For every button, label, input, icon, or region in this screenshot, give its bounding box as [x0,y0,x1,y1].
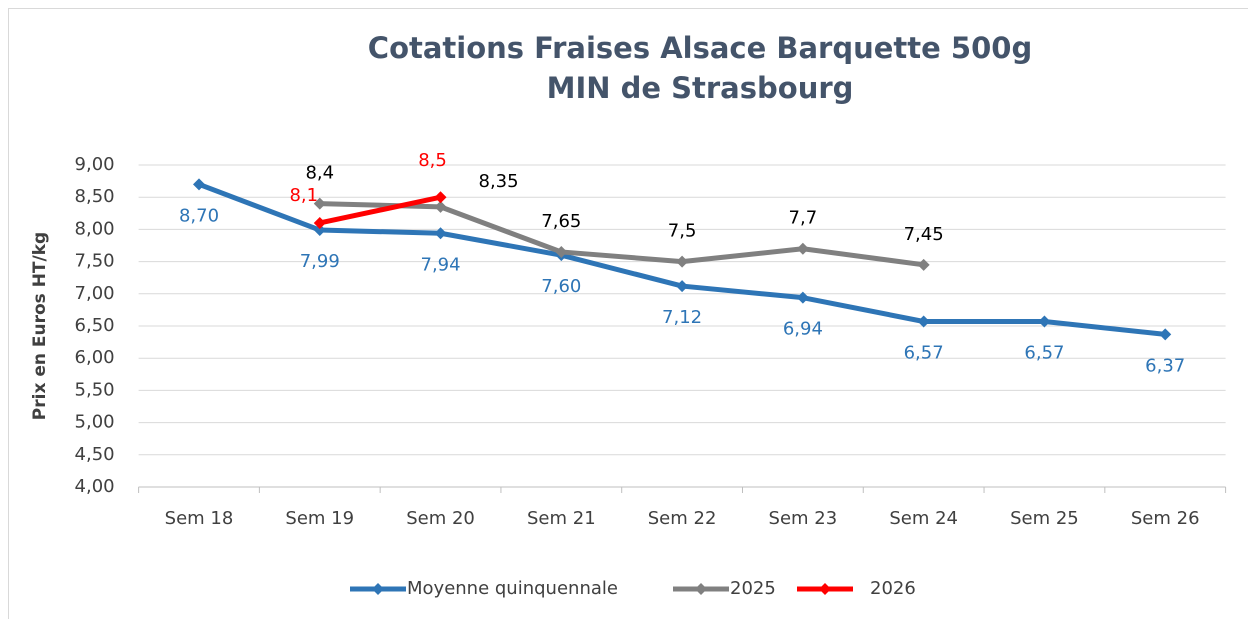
legend-label: 2025 [730,578,776,599]
y-tick-label: 5,50 [75,379,115,400]
x-tick-label: Sem 22 [648,508,717,529]
data-label: 6,57 [1024,342,1064,363]
data-label: 7,60 [541,276,581,297]
data-label: 7,65 [541,211,581,232]
series-line [319,201,924,268]
point-marker [1159,328,1172,341]
y-tick-label: 8,00 [75,218,115,239]
point-marker [676,280,689,293]
point-marker [313,216,326,229]
point-marker [796,291,809,304]
series-line [319,194,442,226]
legend-label: 2026 [870,578,916,599]
chart-frame [8,8,1248,619]
chart-title: MIN de Strasbourg [547,71,854,105]
point-marker [555,245,568,258]
x-tick-label: Sem 21 [527,508,596,529]
y-tick-label: 4,00 [75,476,115,497]
x-tick-label: Sem 20 [406,508,475,529]
point-marker [434,191,447,204]
x-tick-label: Sem 18 [165,508,234,529]
data-label: 7,99 [300,251,340,272]
data-label: 8,70 [179,205,219,226]
y-tick-label: 8,50 [75,186,115,207]
point-marker [434,200,447,213]
legend-marker [695,583,707,595]
y-axis-label: Prix en Euros HT/kg [30,232,50,420]
point-marker [917,315,930,328]
x-tick-label: Sem 19 [285,508,354,529]
y-tick-label: 7,00 [75,283,115,304]
x-tick-label: Sem 25 [1010,508,1079,529]
data-label: 7,94 [421,254,461,275]
chart-title: Cotations Fraises Alsace Barquette 500g [368,31,1032,65]
point-marker [313,197,326,210]
data-label: 7,45 [904,224,944,245]
data-label: 8,35 [479,171,519,192]
data-label: 6,57 [904,342,944,363]
y-tick-label: 5,00 [75,412,115,433]
point-marker [917,258,930,271]
point-marker [1038,315,1051,328]
legend-marker [372,583,384,595]
data-label: 6,94 [783,319,823,340]
point-marker [676,255,689,268]
y-tick-label: 6,00 [75,347,115,368]
point-marker [192,178,205,191]
y-tick-label: 9,00 [75,154,115,175]
legend-marker [819,583,831,595]
data-label: 7,5 [668,221,697,242]
data-label: 7,7 [789,208,818,229]
y-tick-label: 4,50 [75,444,115,465]
data-label: 6,37 [1145,355,1185,376]
point-marker [434,227,447,240]
data-label: 7,12 [662,307,702,328]
legend-label: Moyenne quinquennale [407,578,618,599]
data-label: 8,4 [305,163,334,184]
point-marker [313,224,326,237]
data-label: 8,1 [289,185,318,206]
y-tick-label: 6,50 [75,315,115,336]
x-tick-label: Sem 26 [1131,508,1200,529]
x-tick-label: Sem 23 [769,508,838,529]
x-tick-label: Sem 24 [889,508,958,529]
data-label: 8,5 [418,150,447,171]
y-tick-label: 7,50 [75,251,115,272]
point-marker [796,242,809,255]
